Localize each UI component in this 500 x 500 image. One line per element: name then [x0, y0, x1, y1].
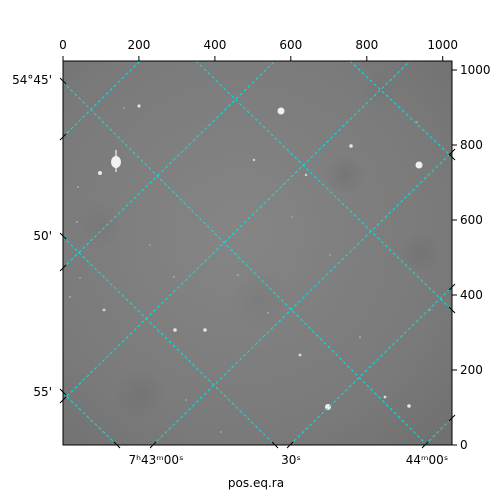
coordinate-grid	[63, 61, 452, 445]
right-axis	[452, 69, 457, 446]
right-tick-label: 800	[460, 138, 483, 152]
top-axis	[62, 56, 444, 61]
dec-tick-label: 54°45'	[12, 73, 52, 87]
grid-line-ra-1	[63, 61, 141, 138]
top-tick-label: 200	[127, 38, 150, 52]
right-tick-label: 1000	[460, 63, 491, 77]
grid-line-dec-3	[63, 392, 118, 445]
x-axis-label: pos.eq.ra	[228, 476, 284, 490]
grid-line-ra-3	[63, 61, 411, 401]
world-axis-ticks	[59, 77, 456, 449]
ra-tick-label: 7ʰ43ᵐ00ˢ	[129, 453, 184, 467]
top-axis-tick-labels: 0 200 400 600 800 1000	[59, 38, 458, 52]
top-tick-label: 1000	[427, 38, 458, 52]
right-tick-label: 600	[460, 213, 483, 227]
sky-image	[63, 61, 452, 445]
right-tick-label: 400	[460, 288, 483, 302]
grid-line-dec-4	[195, 61, 452, 311]
ra-tick-label: 44ᵐ00ˢ	[406, 453, 449, 467]
grid-line-ra-6	[424, 417, 452, 445]
top-tick-label: 600	[279, 38, 302, 52]
ra-tick-labels: 7ʰ43ᵐ00ˢ 30ˢ 44ᵐ00ˢ	[129, 453, 449, 467]
bright-stars	[98, 104, 423, 410]
grid-line-ra-5	[289, 286, 452, 445]
right-axis-tick-labels: 0 200 400 600 800 1000	[460, 63, 491, 452]
right-tick-label: 0	[460, 438, 468, 452]
grid-line-dec-1	[63, 81, 428, 445]
plot-frame	[62, 60, 453, 446]
top-tick-label: 0	[59, 38, 67, 52]
grid-line-ra-4	[152, 151, 452, 445]
ra-tick-label: 30ˢ	[281, 453, 301, 467]
dec-tick-label: 55'	[33, 385, 52, 399]
top-tick-label: 800	[355, 38, 378, 52]
dec-tick-label: 50'	[33, 229, 52, 243]
right-tick-label: 200	[460, 363, 483, 377]
top-tick-label: 400	[203, 38, 226, 52]
grid-line-dec-5	[349, 61, 452, 158]
dec-tick-labels: 54°45' 50' 55'	[12, 73, 52, 399]
